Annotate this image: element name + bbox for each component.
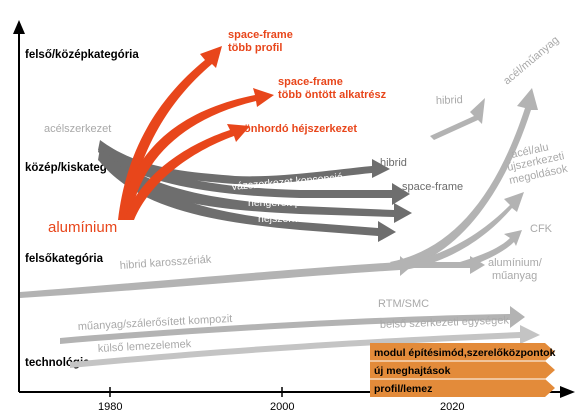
label-module-construction: modul építésimód,szerelőközpontok: [374, 347, 556, 359]
box-new-drives: [370, 361, 555, 379]
arrow-hybrid-body: [20, 256, 412, 298]
y-axis-arrowhead: [13, 20, 25, 34]
arrow-upper-hibrid: [430, 98, 485, 140]
label-steel-hibrid: hibrid: [380, 157, 407, 169]
label-steel-structure: acélszerkezet: [44, 123, 111, 135]
x-axis-labels: 1980 2000 2020: [98, 401, 464, 413]
label-plastic: műanyag: [492, 270, 537, 282]
label-space-frame-1: space-frame: [228, 29, 293, 41]
arrow-steel-plastic: [390, 88, 538, 270]
arrow-steel-rolled: [98, 148, 412, 223]
label-more-cast-parts: több öntött alkatrész: [278, 89, 387, 101]
label-shell-structure: héjszerkezet: [258, 213, 317, 225]
label-more-profiles: több profil: [228, 42, 282, 54]
label-hybrid-bodies: hibrid karosszériák: [119, 254, 212, 272]
year-2000: 2000: [270, 401, 294, 413]
label-cfk: CFK: [530, 223, 553, 235]
label-profile-sheet: profil/lemez: [374, 383, 432, 395]
arrow-cfk: [460, 230, 522, 268]
label-rolled-profiles: hengerelt profilok: [248, 197, 329, 209]
label-rtm-smc: RTM/SMC: [378, 298, 429, 310]
year-2020: 2020: [440, 401, 464, 413]
dark-gray-arrows: [98, 140, 412, 242]
label-aluminium: alumínium: [48, 219, 117, 236]
label-new-drives: új meghajtások: [374, 365, 451, 377]
arrow-alu-self-supporting-shell: [124, 124, 250, 220]
category-upper: felsőkategória: [25, 253, 104, 265]
box-module-construction: [370, 343, 555, 361]
label-steel-plastic: acél/műanyag: [501, 34, 561, 87]
arrow-composite: [60, 306, 525, 344]
label-steel-space-frame: space-frame: [402, 181, 463, 193]
label-upper-hibrid: hibrid: [436, 94, 463, 107]
technology-boxes: [370, 343, 555, 397]
x-axis-arrowhead: [560, 386, 575, 398]
light-gray-arrows: [20, 88, 540, 368]
label-outer-panels: külső lemezelemek: [98, 338, 193, 355]
arrow-alu-space-frame-cast: [120, 88, 274, 220]
arrow-outer-panels: [70, 325, 540, 368]
label-inner-units: belső szerkezeti egységek: [380, 314, 510, 331]
label-aluminium-slash: alumínium/: [488, 257, 543, 269]
red-arrows: [118, 46, 274, 220]
arrow-steel-hibrid: [98, 140, 390, 185]
label-self-supporting-shell: önhordó héjszerkezet: [244, 123, 357, 135]
category-upper-mid: felső/középkategória: [25, 49, 139, 61]
year-1980: 1980: [98, 401, 122, 413]
box-profile-sheet: [370, 379, 555, 397]
arrow-steel-shell: [100, 150, 396, 242]
arrow-alu-plastic: [400, 256, 485, 274]
label-space-frame-2: space-frame: [278, 76, 343, 88]
